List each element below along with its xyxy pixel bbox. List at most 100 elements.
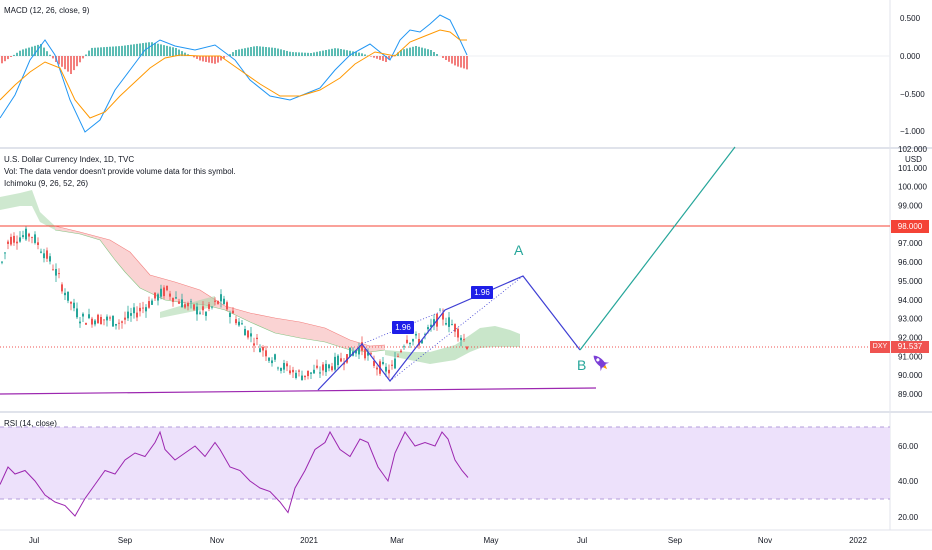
macd-hist-bar [154, 42, 156, 56]
candle-body [187, 303, 189, 307]
candle-body [31, 237, 33, 238]
macd-hist-bar [274, 47, 276, 56]
candle-body [466, 346, 468, 349]
candle-body [166, 285, 168, 291]
macd-hist-bar [10, 56, 12, 57]
projection-path[interactable] [317, 146, 736, 391]
macd-hist-bar [304, 52, 306, 56]
macd-hist-bar [139, 43, 141, 56]
macd-hist-bar [40, 44, 42, 56]
cloud-bull-segment [0, 190, 55, 230]
candle-body [145, 307, 147, 312]
candle-body [307, 370, 309, 377]
macd-histogram [1, 42, 468, 74]
candle-body [238, 321, 240, 326]
time-tick: Jul [29, 536, 39, 545]
macd-hist-bar [310, 53, 312, 56]
macd-hist-bar [448, 56, 450, 62]
macd-hist-bar [256, 46, 258, 56]
macd-hist-bar [82, 56, 84, 59]
macd-hist-bar [268, 47, 270, 56]
macd-hist-bar [388, 56, 390, 60]
candle-body [55, 269, 57, 276]
macd-hist-bar [184, 52, 186, 56]
macd-hist-bar [88, 50, 90, 56]
candle-body [418, 338, 420, 346]
time-tick: May [483, 536, 498, 545]
ratio-badge-2[interactable]: 1.96 [471, 286, 493, 299]
candle-body [214, 300, 216, 302]
macd-hist-bar [97, 47, 99, 56]
candle-body [274, 354, 276, 360]
time-tick: Nov [210, 536, 224, 545]
macd-hist-bar [196, 56, 198, 59]
candle-body [373, 360, 375, 366]
macd-hist-bar [37, 44, 39, 56]
rsi-tick: 40.00 [898, 477, 919, 486]
candle-body [301, 375, 303, 381]
candle-body [265, 350, 267, 357]
macd-hist-bar [238, 49, 240, 56]
rsi-title: RSI (14, close) [4, 419, 57, 428]
price-tick: 102.000 [898, 145, 927, 154]
candle-body [184, 304, 186, 308]
candle-body [22, 235, 24, 237]
time-tick: Nov [758, 536, 772, 545]
macd-hist-bar [79, 56, 81, 63]
candle-body [310, 372, 312, 374]
candle-body [322, 364, 324, 371]
macd-hist-bar [178, 49, 180, 56]
candle-body [241, 323, 243, 325]
candle-body [295, 372, 297, 378]
macd-hist-bar [298, 52, 300, 56]
candle-body [409, 342, 411, 345]
candle-body [223, 298, 225, 305]
candle-body [232, 310, 234, 314]
macd-hist-bar [124, 45, 126, 56]
candle-body [118, 322, 120, 324]
macd-hist-bar [460, 56, 462, 68]
target-leg[interactable] [579, 146, 736, 351]
macd-hist-bar [382, 56, 384, 61]
candle-body [298, 370, 300, 372]
macd-hist-bar [109, 46, 111, 56]
ichimoku-label: Ichimoku (9, 26, 52, 26) [4, 179, 89, 188]
price-tick: 97.000 [898, 239, 923, 248]
candle-body [430, 324, 432, 328]
price-tick: 95.000 [898, 277, 923, 286]
candle-body [136, 312, 138, 318]
macd-hist-bar [370, 56, 372, 57]
macd-hist-bar [442, 56, 444, 58]
candle-body [49, 256, 51, 262]
resistance-badge: 98.000 [891, 220, 929, 233]
candle-body [292, 369, 294, 373]
candle-body [334, 356, 336, 370]
candle-body [376, 367, 378, 370]
price-axis-ticks: 0.500 0.000 −0.500 −1.000 102.000 101.000 100.… [898, 14, 927, 522]
price-tick: 96.000 [898, 258, 923, 267]
macd-hist-bar [172, 47, 174, 56]
macd-hist-bar [205, 56, 207, 62]
macd-hist-bar [379, 56, 381, 60]
ratio-badge-1[interactable]: 1.96 [392, 321, 414, 334]
candle-body [454, 324, 456, 332]
price-tick: 93.000 [898, 315, 923, 324]
time-tick: Sep [668, 536, 683, 545]
candle-body [160, 288, 162, 297]
candle-body [250, 333, 252, 337]
candle-body [67, 291, 69, 301]
macd-hist-bar [208, 56, 210, 63]
candle-body [7, 241, 9, 244]
last-price-badge: 91.537 [891, 341, 929, 353]
point-a-label: A [514, 242, 524, 258]
harmonic-leg[interactable] [317, 275, 581, 391]
candle-body [103, 319, 105, 321]
macd-hist-bar [25, 48, 27, 56]
time-tick: 2021 [300, 536, 318, 545]
point-b-label: B [577, 357, 587, 373]
candle-body [73, 302, 75, 309]
support-trendline[interactable] [0, 387, 597, 395]
macd-hist-bar [283, 50, 285, 56]
candle-body [367, 352, 369, 356]
